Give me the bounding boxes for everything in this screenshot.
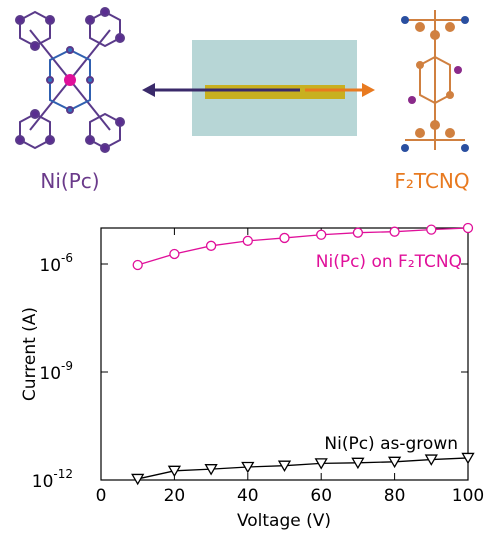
y-axis-label: Current (A) <box>20 307 40 401</box>
y-tick-label: 10-12 <box>32 467 73 492</box>
y-tick-label: 10-6 <box>39 251 73 276</box>
nipc-molecule <box>16 8 124 152</box>
x-tick-label: 80 <box>384 486 406 506</box>
point <box>390 227 399 236</box>
y-tick-exponent: -6 <box>61 251 73 265</box>
point <box>280 233 289 242</box>
y-tick-label: 10-9 <box>39 359 73 384</box>
y-tick-exponent: -9 <box>61 359 73 373</box>
point <box>132 474 143 484</box>
series-line <box>138 458 468 479</box>
x-tick-label: 40 <box>237 486 259 506</box>
point <box>170 249 179 258</box>
f2tcnq-molecule <box>401 10 469 152</box>
x-tick-label: 0 <box>96 486 107 506</box>
arrow-head <box>142 83 155 97</box>
y-tick-base: 10 <box>39 256 61 276</box>
y-tick-base: 10 <box>39 364 61 384</box>
point <box>243 236 252 245</box>
crystal <box>205 85 345 99</box>
point <box>353 228 362 237</box>
legend-label: Ni(Pc) as-grown <box>324 434 458 454</box>
x-tick-label: 100 <box>452 486 484 506</box>
x-axis-label: Voltage (V) <box>237 511 331 531</box>
molecule-label: F₂TCNQ <box>394 169 469 193</box>
legend-label: Ni(Pc) on F₂TCNQ <box>316 252 462 272</box>
point <box>464 224 473 233</box>
point <box>317 230 326 239</box>
figure: Ni(Pc) F₂TCNQ Current (A) Voltage (V) 10… <box>0 0 489 535</box>
x-tick-label: 20 <box>164 486 186 506</box>
point <box>133 260 142 269</box>
molecule-label: Ni(Pc) <box>40 169 99 193</box>
arrow-head <box>362 83 375 97</box>
x-tick-label: 60 <box>310 486 332 506</box>
y-tick-exponent: -12 <box>53 467 73 481</box>
y-tick-base: 10 <box>32 472 54 492</box>
point <box>207 241 216 250</box>
point <box>427 225 436 234</box>
